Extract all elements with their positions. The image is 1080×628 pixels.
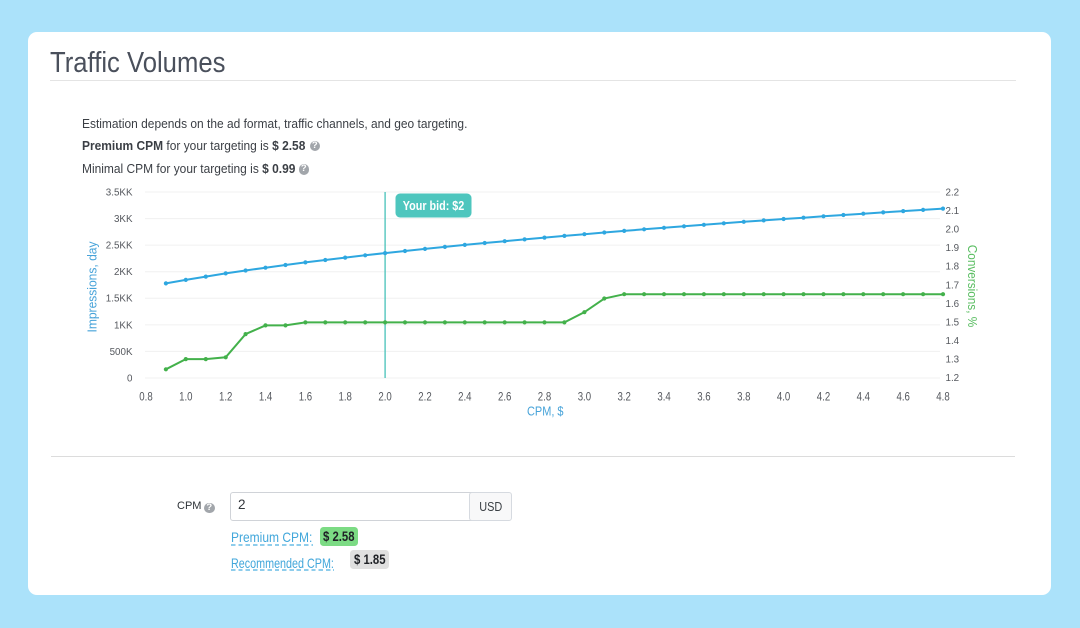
svg-text:1.8: 1.8 — [339, 390, 353, 404]
svg-text:2KK: 2KK — [114, 267, 133, 278]
svg-text:1.8: 1.8 — [946, 262, 960, 273]
svg-text:1.2: 1.2 — [946, 373, 960, 384]
svg-text:2.0: 2.0 — [378, 390, 392, 404]
svg-text:3.8: 3.8 — [737, 390, 751, 404]
svg-text:4.8: 4.8 — [936, 390, 950, 404]
svg-text:2.5KK: 2.5KK — [106, 241, 133, 252]
svg-text:3.0: 3.0 — [578, 390, 592, 404]
svg-text:3.2: 3.2 — [618, 390, 632, 404]
svg-text:1.0: 1.0 — [179, 390, 193, 404]
svg-text:Impressions, day: Impressions, day — [84, 241, 99, 332]
svg-text:1.6: 1.6 — [946, 299, 960, 310]
svg-text:Conversions, %: Conversions, % — [965, 245, 980, 328]
svg-text:1.7: 1.7 — [946, 280, 960, 291]
svg-text:2.2: 2.2 — [418, 390, 432, 404]
svg-text:1.5: 1.5 — [946, 317, 960, 328]
svg-text:1.6: 1.6 — [299, 390, 313, 404]
svg-text:Your bid: $2: Your bid: $2 — [403, 199, 465, 213]
svg-text:2.4: 2.4 — [458, 390, 472, 404]
svg-text:3.5KK: 3.5KK — [106, 187, 133, 198]
svg-text:4.6: 4.6 — [897, 390, 911, 404]
svg-text:1KK: 1KK — [114, 320, 133, 331]
svg-text:4.0: 4.0 — [777, 390, 791, 404]
svg-text:2.8: 2.8 — [538, 390, 552, 404]
svg-text:0.8: 0.8 — [139, 390, 153, 404]
svg-text:3.4: 3.4 — [657, 390, 671, 404]
svg-text:1.3: 1.3 — [946, 355, 960, 366]
svg-text:2.0: 2.0 — [946, 225, 960, 236]
svg-text:1.9: 1.9 — [946, 243, 960, 254]
svg-text:2.2: 2.2 — [946, 187, 960, 198]
svg-text:4.2: 4.2 — [817, 390, 831, 404]
svg-text:1.5KK: 1.5KK — [106, 294, 133, 305]
svg-text:4.4: 4.4 — [857, 390, 871, 404]
svg-text:0: 0 — [127, 373, 133, 384]
svg-text:1.4: 1.4 — [946, 336, 960, 347]
svg-text:3.6: 3.6 — [697, 390, 711, 404]
svg-text:2.1: 2.1 — [946, 206, 960, 217]
svg-text:3KK: 3KK — [114, 214, 133, 225]
svg-text:2.6: 2.6 — [498, 390, 512, 404]
svg-text:1.4: 1.4 — [259, 390, 273, 404]
svg-text:1.2: 1.2 — [219, 390, 233, 404]
svg-text:500K: 500K — [110, 347, 133, 358]
svg-text:CPM, $: CPM, $ — [527, 404, 564, 419]
